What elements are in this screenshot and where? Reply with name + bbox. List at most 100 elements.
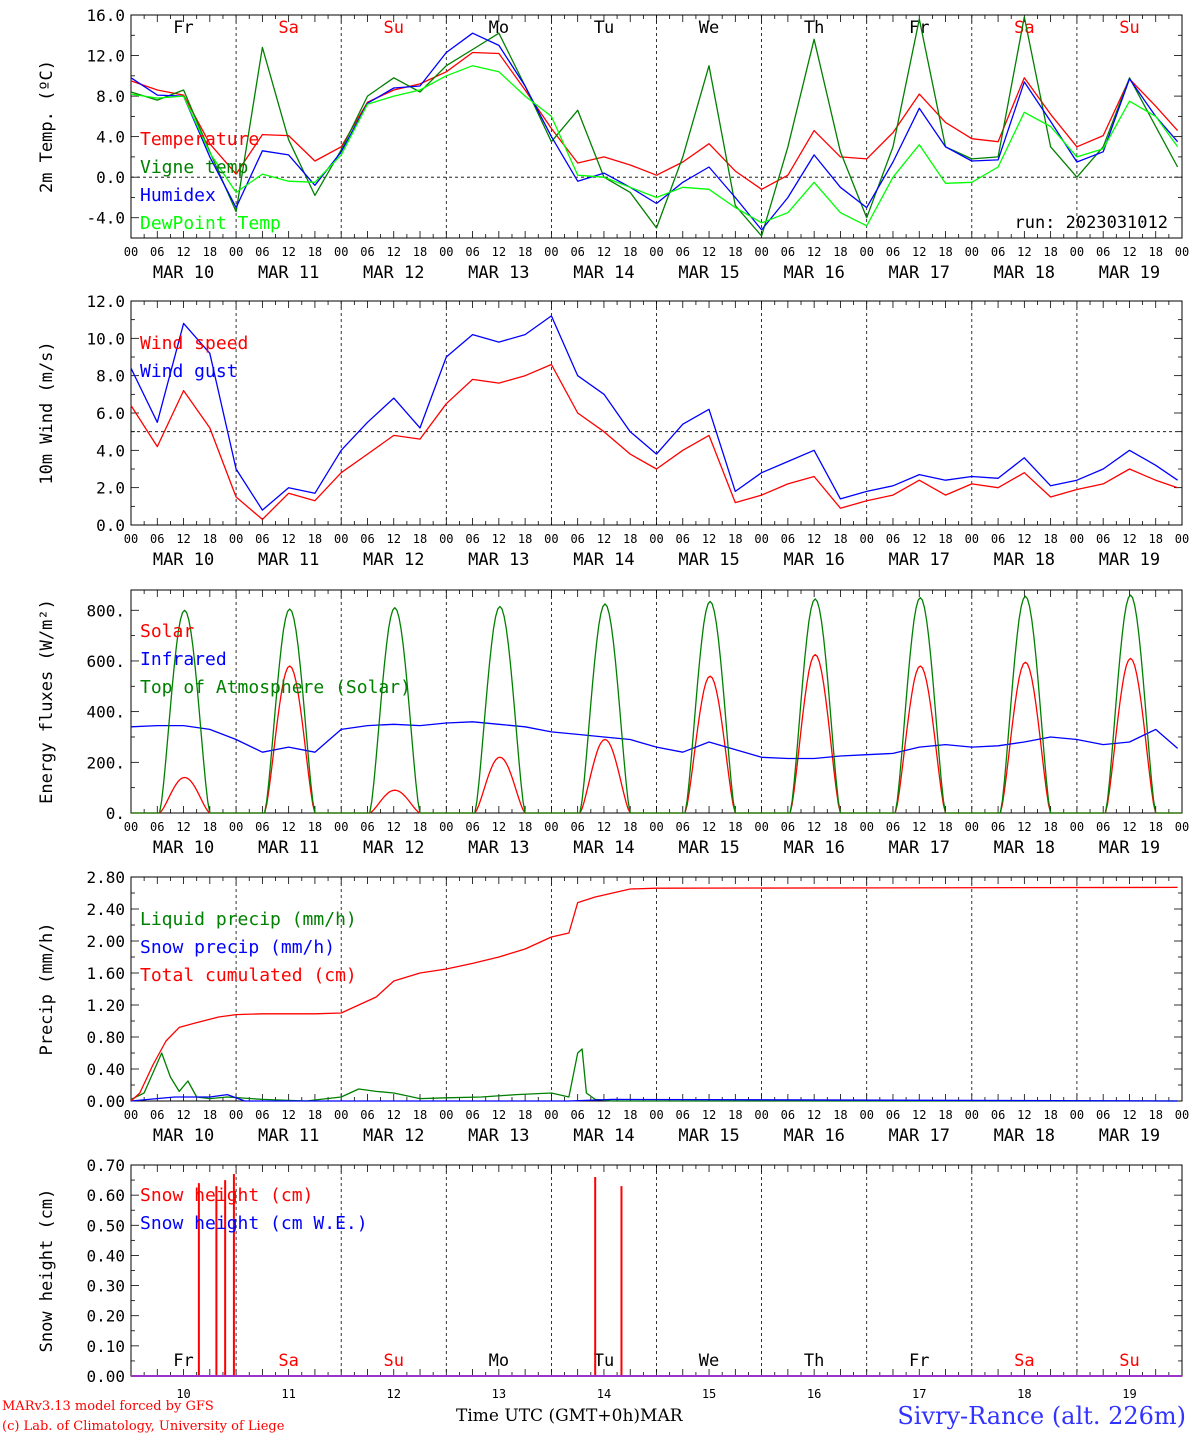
x-date-label: MAR 16 (783, 838, 844, 858)
x-hour-label: 12 (597, 532, 611, 546)
series-wind-gust (130, 315, 1178, 511)
x-hour-label: 12 (492, 820, 506, 834)
x-hour-label: 06 (570, 532, 584, 546)
x-day-number: 16 (807, 1387, 821, 1401)
x-day-number: 18 (1017, 1387, 1031, 1401)
x-hour-label: 00 (334, 820, 348, 834)
x-hour-label: 18 (308, 532, 322, 546)
y-tick-label: 2.00 (86, 932, 125, 951)
x-hour-label: 06 (360, 1108, 374, 1122)
x-hour-label: 00 (649, 1108, 663, 1122)
x-date-label: MAR 11 (258, 550, 319, 570)
x-hour-label: 12 (702, 1108, 716, 1122)
x-date-label: MAR 14 (573, 838, 634, 858)
y-tick-label: 2.0 (96, 479, 125, 498)
legend-item: Solar (140, 621, 194, 642)
x-hour-label: 18 (833, 820, 847, 834)
x-date-label: MAR 17 (889, 838, 950, 858)
series-wind-speed (130, 363, 1178, 521)
legend-item: Wind speed (140, 333, 248, 354)
x-hour-label: 06 (570, 1108, 584, 1122)
legend-item: Wind gust (140, 361, 238, 382)
x-hour-label: 06 (570, 820, 584, 834)
x-date-label: MAR 19 (1099, 550, 1160, 570)
x-day-number: 17 (912, 1387, 926, 1401)
series-top-of-atmosphere-solar- (131, 594, 1182, 814)
y-tick-label: 0.0 (96, 168, 125, 187)
y-tick-label: 16.0 (86, 6, 125, 25)
x-date-label: MAR 10 (153, 550, 214, 570)
y-tick-label: 8.0 (96, 87, 125, 106)
x-date-label: MAR 11 (258, 1126, 319, 1146)
x-hour-label: 00 (859, 532, 873, 546)
y-tick-label: 0.20 (86, 1307, 125, 1326)
x-hour-label: 12 (281, 245, 295, 259)
x-date-label: MAR 17 (889, 1126, 950, 1146)
x-hour-label: 00 (965, 245, 979, 259)
x-hour-label: 00 (334, 532, 348, 546)
x-hour-label: 06 (781, 245, 795, 259)
weekday-label: We (699, 1351, 719, 1371)
x-hour-label: 12 (807, 245, 821, 259)
x-hour-label: 12 (807, 820, 821, 834)
x-hour-label: 18 (1148, 245, 1162, 259)
x-date-label: MAR 14 (573, 550, 634, 570)
x-date-label: MAR 15 (678, 838, 739, 858)
weekday-label: Fr (909, 18, 929, 38)
x-hour-label: 12 (492, 1108, 506, 1122)
footer-credit-2: (c) Lab. of Climatology, University of L… (2, 1419, 285, 1434)
x-hour-label: 12 (176, 1108, 190, 1122)
x-hour-label: 12 (807, 1108, 821, 1122)
x-hour-label: 06 (886, 245, 900, 259)
panel-frame (130, 589, 1183, 814)
panel-frame (130, 14, 1183, 239)
y-tick-label: 1.20 (86, 996, 125, 1015)
x-hour-label: 12 (702, 532, 716, 546)
x-hour-label: 12 (492, 532, 506, 546)
x-hour-label: 06 (886, 820, 900, 834)
x-hour-label: 00 (754, 820, 768, 834)
x-hour-label: 06 (150, 532, 164, 546)
x-hour-label: 12 (176, 532, 190, 546)
x-hour-label: 00 (439, 1108, 453, 1122)
x-hour-label: 18 (938, 820, 952, 834)
series-infrared (130, 721, 1179, 760)
x-hour-label: 18 (413, 820, 427, 834)
x-hour-label: 00 (439, 245, 453, 259)
x-hour-label: 12 (702, 245, 716, 259)
x-hour-label: 12 (176, 820, 190, 834)
x-date-label: MAR 10 (153, 263, 214, 283)
x-hour-label: 18 (518, 532, 532, 546)
x-day-number: 11 (281, 1387, 295, 1401)
y-tick-label: 0.80 (86, 1028, 125, 1047)
weekday-label: Su (384, 1351, 404, 1371)
x-hour-label: 06 (255, 820, 269, 834)
y-tick-label: -4.0 (86, 209, 125, 228)
panel-frame (130, 300, 1183, 526)
y-tick-label: 8.0 (96, 367, 125, 386)
legend-item: Snow precip (mm/h) (140, 937, 335, 958)
x-hour-label: 18 (623, 1108, 637, 1122)
x-hour-label: 12 (387, 1108, 401, 1122)
x-hour-label: 00 (1070, 1108, 1084, 1122)
x-hour-label: 18 (518, 245, 532, 259)
y-tick-label: 10.0 (86, 329, 125, 348)
x-hour-label: 18 (413, 532, 427, 546)
weekday-label: We (699, 18, 719, 38)
legend-item: Infrared (140, 649, 227, 670)
x-hour-label: 18 (1043, 532, 1057, 546)
x-hour-label: 00 (334, 1108, 348, 1122)
x-date-label: MAR 19 (1099, 1126, 1160, 1146)
y-tick-label: 0.10 (86, 1337, 125, 1356)
x-hour-label: 06 (150, 820, 164, 834)
x-date-label: MAR 16 (783, 263, 844, 283)
x-date-label: MAR 11 (258, 838, 319, 858)
x-date-label: MAR 16 (783, 550, 844, 570)
y-axis-label: 10m Wind (m/s) (37, 341, 57, 484)
y-tick-label: 1.60 (86, 964, 125, 983)
y-tick-label: 12.0 (86, 47, 125, 66)
x-hour-label: 00 (1175, 820, 1189, 834)
x-hour-label: 12 (1017, 245, 1031, 259)
legend-item: Temperature (140, 129, 259, 150)
y-tick-label: 0.30 (86, 1277, 125, 1296)
